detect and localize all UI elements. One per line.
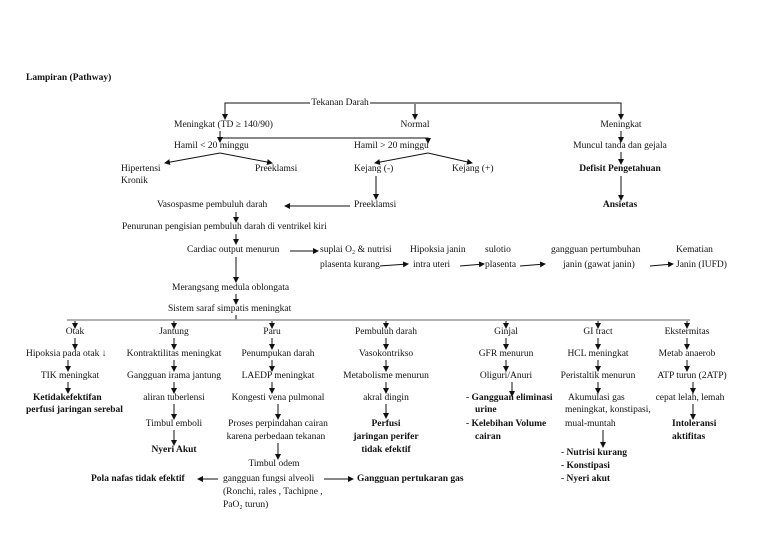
node-preeklamsi-b: Preeklamsi [354,200,397,210]
node-sulotio-1: sulotio [485,245,511,255]
node-vasospasme: Vasospasme pembuluh darah [157,200,268,210]
col-ekstremitas-diagnosis: aktifitas [672,432,706,442]
col-jantung-head: Jantung [159,327,189,337]
col-ginjal-item: GFR menurun [478,349,534,359]
col-ekstremitas-head: Ekstermitas [664,327,710,337]
node-penurunan-pengisian: Penurunan pengisian pembuluh darah di ve… [122,222,327,232]
col-gi-diagnosis: - Nutrisi kurang [561,448,627,458]
col-paru-item: Timbul odem [248,459,300,469]
node-simpatis: Sistem saraf simpatis meningkat [168,304,292,314]
col-paru-item: PaO₂ turun) [223,500,269,510]
col-ekstremitas-item: Metab anaerob [658,349,716,359]
col-pembuluh-diagnosis: tidak efektif [361,445,411,455]
node-meningkat-td: Meningkat (TD ≥ 140/90) [174,120,273,130]
col-paru-item: Proses perpindahan cairan [228,419,328,429]
node-tekanan-darah: Tekanan Darah [311,98,369,108]
col-jantung-item: Gangguan irama jantung [127,371,221,381]
col-paru-item: karena perbedaan tekanan [226,432,326,442]
col-paru-diagnosis-pertukaran-gas: Gangguan pertukaran gas [357,474,464,484]
col-gi-head: GI tract [583,327,613,337]
node-gangguan-pertumbuhan-1: gangguan pertumbuhan [551,245,641,255]
node-hipoksia-janin-2: intra uteri [413,260,451,270]
col-otak-item: TIK meningkat [40,371,100,381]
col-otak-diagnosis: Ketidakefektifan [33,393,102,403]
node-sulotio-2: plasenta [485,260,517,270]
col-gi-item: Peristaltik menurun [560,371,636,381]
col-ginjal-diagnosis: urine [475,405,497,415]
col-paru-item: LAEDP meningkat [241,371,315,381]
node-cardiac-output: Cardiac output menurun [187,245,280,255]
node-kejang-pos: Kejang (+) [452,164,494,174]
col-paru-head: Paru [263,327,281,337]
col-ekstremitas-diagnosis: Intoleransi [672,419,717,429]
node-ansietas: Ansietas [602,200,638,210]
col-gi-item: meningkat, konstipasi, [565,405,651,415]
col-pembuluh-head: Pembuluh darah [354,327,418,337]
col-ginjal-diagnosis: - Gangguan eliminasi [466,393,553,403]
col-ekstremitas-item: ATP turun (2ATP) [657,371,727,381]
col-ginjal-head: Ginjal [494,327,518,337]
node-suplai-1: suplai O₂ & nutrisi [320,245,392,255]
node-hipertensi: Hipertensi [121,164,161,174]
node-normal: Normal [400,120,430,130]
node-kematian-1: Kematian [676,245,713,255]
node-hamil-lt-20: Hamil < 20 minggu [174,141,249,151]
col-otak-head: Otak [65,327,85,337]
col-paru-item: Kongesti vena pulmonal [231,393,325,403]
col-pembuluh-item: Metabolisme menurun [343,371,429,381]
col-pembuluh-diagnosis: Perfusi [371,419,401,429]
node-gangguan-pertumbuhan-2: janin (gawat janin) [563,260,635,270]
col-ginjal-diagnosis: cairan [475,432,501,442]
col-gi-item: HCL meningkat [567,349,629,359]
col-otak-diagnosis: perfusi jaringan serebal [26,405,123,415]
node-hamil-gt-20: Hamil > 20 minggu [354,141,429,151]
col-jantung-item: aliran tuberlensi [143,393,205,403]
col-paru-diagnosis-pola-nafas: Pola nafas tidak efektif [91,474,185,484]
node-kronik: Kronik [121,176,148,186]
node-medula: Merangsang medula oblongata [172,283,290,293]
page-title: Lampiran (Pathway) [26,73,112,83]
node-suplai-2: plasenta kurang [320,260,380,270]
col-paru-item: gangguan fungsi alveoli [223,474,315,484]
col-jantung-item: Kontraktilitas meningkat [126,349,222,359]
node-kejang-neg: Kejang (-) [354,164,394,174]
node-muncul-tanda: Muncul tanda dan gejala [573,141,667,151]
col-gi-diagnosis: - Konstipasi [561,461,610,471]
col-paru-item: (Ronchi, rales , Tachipne , [223,487,323,497]
node-defisit-pengetahuan: Defisit Pengetahuan [579,164,661,174]
col-ginjal-item: Oliguri/Anuri [479,371,533,381]
node-meningkat-right: Meningkat [600,120,642,130]
node-hipoksia-janin-1: Hipoksia janin [410,245,466,255]
col-jantung-diagnosis: Nyeri Akut [151,445,197,455]
col-gi-item: Akumulasi gas [568,393,625,403]
col-ginjal-diagnosis: - Kelebihan Volume [466,419,547,429]
col-otak-item: Hipoksia pada otak ↓ [26,349,107,359]
col-pembuluh-item: akral dingin [363,393,409,403]
col-ekstremitas-item: cepat lelah, lemah [655,393,725,403]
col-pembuluh-diagnosis: jaringan perifer [353,432,419,442]
node-preeklamsi-a: Preeklamsi [255,164,298,174]
col-paru-item: Penumpukan darah [241,349,315,359]
node-kematian-2: Janin (IUFD) [676,260,727,270]
col-jantung-item: Timbul emboli [145,419,203,429]
col-gi-item: mual-muntah [565,419,616,429]
col-gi-diagnosis: - Nyeri akut [561,474,611,484]
col-pembuluh-item: Vasokontrikso [358,349,414,359]
